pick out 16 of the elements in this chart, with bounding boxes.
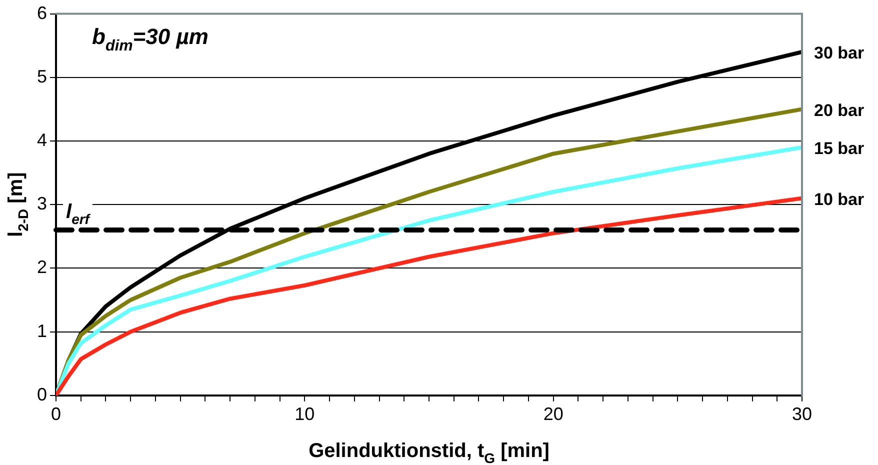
y-tick-label: 3 <box>36 194 48 214</box>
y-tick-label: 1 <box>36 320 48 341</box>
y-tick-label: 2 <box>36 257 48 278</box>
y-tick-label: 5 <box>36 66 48 86</box>
series-label: 20 bar <box>814 100 864 120</box>
x-tick-label: 0 <box>51 404 62 424</box>
series-label: 30 bar <box>814 44 864 63</box>
y-axis-title: l2-D [m] <box>5 172 31 237</box>
y-tick-label: 6 <box>36 2 48 23</box>
x-tick-label: 10 <box>294 404 315 424</box>
x-tick-label: 20 <box>543 404 564 424</box>
x-tick-label: 30 <box>792 404 812 424</box>
series-label: 10 bar <box>814 190 864 209</box>
y-tick-label: 4 <box>36 130 48 150</box>
y-tick-label: 0 <box>36 384 48 404</box>
series-label: 15 bar <box>814 139 864 158</box>
